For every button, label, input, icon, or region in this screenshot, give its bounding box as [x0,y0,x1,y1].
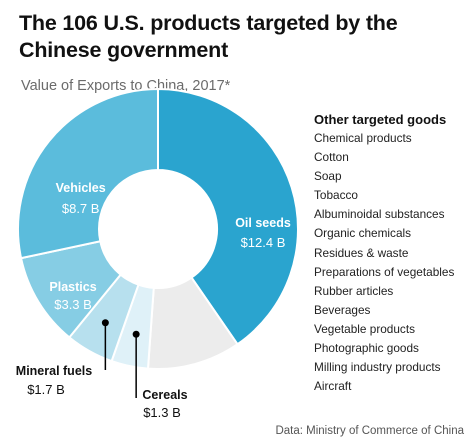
oil-seeds-label: Oil seeds [235,216,291,230]
cereals-label: Cereals [142,388,187,402]
other-goods-item: Albuminoidal substances [314,207,445,222]
other-goods-item: Rubber articles [314,283,394,298]
other-goods-item: Milling industry products [314,360,441,375]
other-goods-item: Vegetable products [314,321,416,336]
mineral-fuels-label: Mineral fuels [16,364,92,378]
mineral-fuels-value: $1.7 B [27,382,65,397]
cereals-value: $1.3 B [143,405,181,420]
source-note: Data: Ministry of Commerce of China [275,425,464,437]
other-goods-heading: Other targeted goods [314,112,447,127]
other-goods-item: Beverages [314,302,371,317]
other-goods-item: Tobacco [314,188,358,203]
chart-title: The 106 U.S. products targeted by the Ch… [19,11,398,62]
other-goods-item: Preparations of vegetables [314,264,455,279]
oil-seeds-value: $12.4 B [241,235,286,250]
vehicles-label: Vehicles [56,181,106,195]
mineral-fuels-leader-dot [101,319,109,327]
slice-oil-seeds [157,87,299,346]
other-goods-item: Photographic goods [314,341,419,356]
other-goods-list: Other targeted goods Chemical products Co… [314,110,472,396]
other-goods-item: Aircraft [314,379,352,394]
plastics-value: $3.3 B [54,297,92,312]
other-goods-item: Chemical products [314,131,412,145]
other-goods-item: Cotton [314,150,349,165]
vehicles-value: $8.7 B [62,201,100,216]
other-goods-item: Soap [314,169,342,184]
slice-vehicles [17,87,159,260]
plastics-label: Plastics [49,280,96,294]
cereals-leader-dot [132,330,140,338]
other-goods-item: Organic chemicals [314,226,412,241]
other-goods-item: Residues & waste [314,245,409,260]
